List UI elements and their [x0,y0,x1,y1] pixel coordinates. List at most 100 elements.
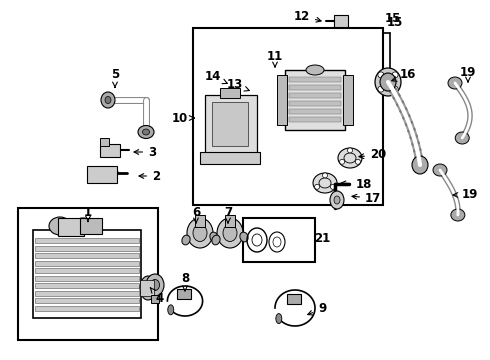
Circle shape [248,154,255,162]
Bar [35,291,139,296]
Bar [35,275,139,280]
Text: 3: 3 [134,145,156,158]
Bar [205,95,257,155]
Ellipse shape [49,217,71,235]
Circle shape [219,154,225,162]
Circle shape [378,86,384,92]
Circle shape [344,113,352,121]
Text: 9: 9 [308,302,326,315]
Bar [289,117,341,122]
Circle shape [392,86,398,92]
Circle shape [392,72,398,78]
Circle shape [344,79,352,87]
Bar [151,295,159,303]
Bar [35,261,139,266]
Ellipse shape [217,218,243,248]
Circle shape [278,113,286,121]
Ellipse shape [240,232,248,242]
Text: 17: 17 [352,192,381,204]
Circle shape [204,154,212,162]
Text: 11: 11 [267,50,283,67]
Ellipse shape [146,274,164,296]
Ellipse shape [168,305,174,315]
Bar [87,166,117,183]
Ellipse shape [210,232,218,242]
Bar [100,144,120,157]
Text: 1: 1 [84,206,92,221]
Text: 13: 13 [227,78,249,91]
Ellipse shape [375,68,401,96]
Circle shape [378,72,384,78]
Ellipse shape [412,156,428,174]
Ellipse shape [306,65,324,75]
Bar [289,93,341,98]
Circle shape [355,159,361,164]
Ellipse shape [382,76,394,89]
Circle shape [278,79,286,87]
Circle shape [235,154,242,162]
Circle shape [315,184,319,189]
Bar [140,280,154,296]
Circle shape [226,119,238,131]
Ellipse shape [138,126,154,139]
Bar [243,218,315,262]
Circle shape [340,159,344,164]
Bar [277,75,287,125]
Bar [289,101,341,106]
Bar [35,283,139,288]
Text: 10: 10 [172,112,194,125]
Text: 15: 15 [387,15,403,28]
Text: 15: 15 [385,12,401,24]
Bar [212,102,248,146]
Bar [35,268,139,273]
Circle shape [330,184,335,189]
Bar [289,85,341,90]
Circle shape [347,148,352,153]
Text: 2: 2 [139,170,160,183]
Bar [80,218,102,234]
Ellipse shape [140,276,156,300]
Ellipse shape [433,164,447,176]
Ellipse shape [92,167,102,179]
Ellipse shape [212,235,220,245]
Bar [58,218,84,236]
Text: 19: 19 [453,189,478,202]
Bar [35,238,139,243]
Text: 8: 8 [181,271,189,291]
Ellipse shape [448,77,462,89]
Ellipse shape [334,196,340,204]
Bar [100,138,109,146]
Bar [285,70,345,130]
Text: 18: 18 [341,177,372,190]
Text: 7: 7 [224,207,232,223]
Ellipse shape [313,173,337,193]
Ellipse shape [276,314,282,324]
Ellipse shape [340,16,348,24]
Ellipse shape [108,167,118,179]
Ellipse shape [338,148,362,168]
Bar [35,246,139,251]
Bar [225,215,235,227]
Bar [35,298,139,303]
Ellipse shape [330,191,344,209]
Ellipse shape [150,279,160,291]
Ellipse shape [143,129,149,135]
Text: 20: 20 [359,148,386,162]
Text: 16: 16 [392,68,416,81]
Bar [343,75,353,125]
Text: 4: 4 [150,288,163,305]
Bar [35,253,139,258]
Ellipse shape [451,209,465,221]
Circle shape [220,113,244,137]
Ellipse shape [193,225,207,242]
Bar [18,208,158,340]
Bar [220,88,240,98]
Ellipse shape [223,225,237,242]
Bar [287,294,301,304]
Text: 14: 14 [205,71,227,84]
Bar [177,289,191,299]
Ellipse shape [105,96,111,104]
Text: 5: 5 [111,68,119,87]
Text: 21: 21 [314,231,330,244]
Text: 6: 6 [192,207,200,223]
